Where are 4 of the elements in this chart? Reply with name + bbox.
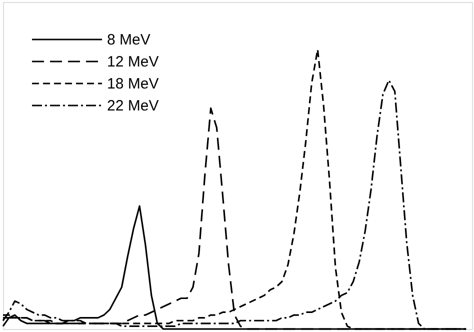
legend-label: 8 MeV <box>107 32 150 48</box>
legend-label: 22 MeV <box>107 98 159 114</box>
legend-label: 12 MeV <box>107 54 159 70</box>
legend-label: 18 MeV <box>107 76 159 92</box>
